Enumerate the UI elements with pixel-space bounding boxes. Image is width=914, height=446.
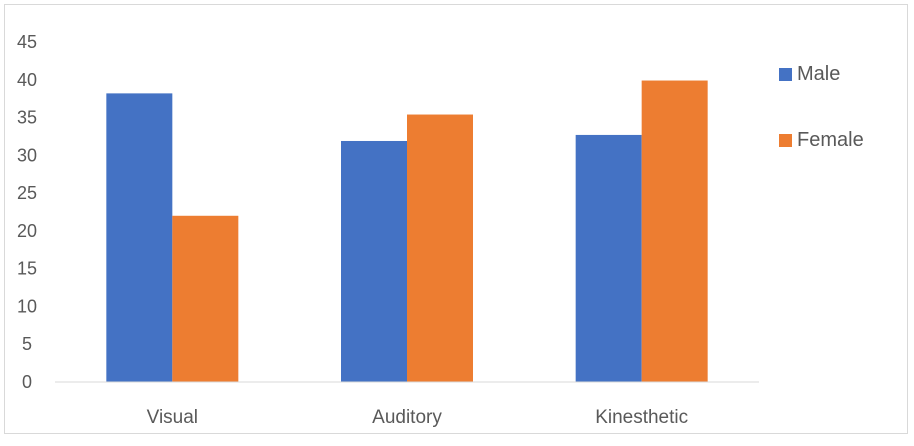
x-axis-categories: Visual Auditory Kinesthetic — [147, 407, 689, 428]
legend: Male Female — [779, 63, 864, 151]
x-category-label: Auditory — [372, 407, 442, 428]
y-tick-label: 30 — [17, 145, 37, 165]
y-tick-label: 45 — [17, 32, 37, 52]
y-axis-ticks: 0 5 10 15 20 25 30 35 40 45 — [17, 32, 37, 392]
chart-area: 0 5 10 15 20 25 30 35 40 45 Visual Auditory Kinesth… — [4, 4, 908, 434]
y-tick-label: 0 — [22, 372, 32, 392]
bar-male-auditory — [341, 140, 407, 382]
y-tick-label: 15 — [17, 259, 37, 279]
x-category-label: Visual — [147, 407, 198, 428]
y-tick-label: 40 — [17, 70, 37, 90]
y-tick-label: 25 — [17, 183, 37, 203]
x-category-label: Kinesthetic — [595, 407, 688, 428]
bar-female-auditory — [407, 114, 473, 383]
bar-female-kinesthetic — [641, 80, 708, 383]
y-tick-label: 10 — [17, 296, 37, 316]
legend-swatch-male — [779, 68, 792, 81]
bar-female-visual — [172, 215, 239, 382]
bars — [106, 80, 708, 383]
legend-swatch-female — [779, 134, 792, 147]
y-tick-label: 20 — [17, 221, 37, 241]
legend-label-female: Female — [797, 129, 864, 151]
y-tick-label: 5 — [22, 334, 32, 354]
y-tick-label: 35 — [17, 108, 37, 128]
bar-chart: 0 5 10 15 20 25 30 35 40 45 Visual Auditory Kinesth… — [17, 32, 864, 428]
legend-label-male: Male — [797, 63, 840, 85]
bar-male-visual — [106, 93, 173, 382]
bar-male-kinesthetic — [575, 134, 642, 382]
